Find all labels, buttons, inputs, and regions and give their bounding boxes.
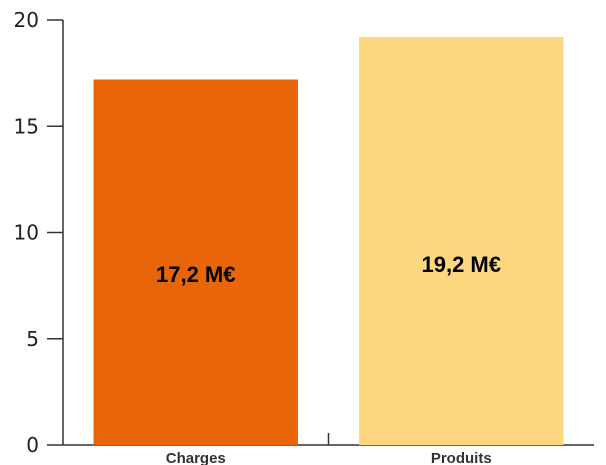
bar-produits xyxy=(359,37,564,445)
data-label-charges: 17,2 M€ xyxy=(156,262,236,287)
bar-charges xyxy=(93,79,298,445)
data-label-produits: 19,2 M€ xyxy=(422,252,502,277)
y-ticks: 0 5 10 15 20 xyxy=(14,8,63,457)
y-tick-label-15: 15 xyxy=(14,114,39,138)
y-tick-label-0: 0 xyxy=(26,433,39,457)
category-label-charges: Charges xyxy=(166,450,226,465)
category-labels: Charges Produits xyxy=(166,450,492,465)
data-labels: 17,2 M€ 19,2 M€ xyxy=(156,252,501,287)
y-tick-label-20: 20 xyxy=(14,8,39,32)
y-tick-label-5: 5 xyxy=(26,327,39,351)
bars xyxy=(93,37,564,445)
category-label-produits: Produits xyxy=(431,450,492,465)
y-tick-label-10: 10 xyxy=(14,221,39,245)
